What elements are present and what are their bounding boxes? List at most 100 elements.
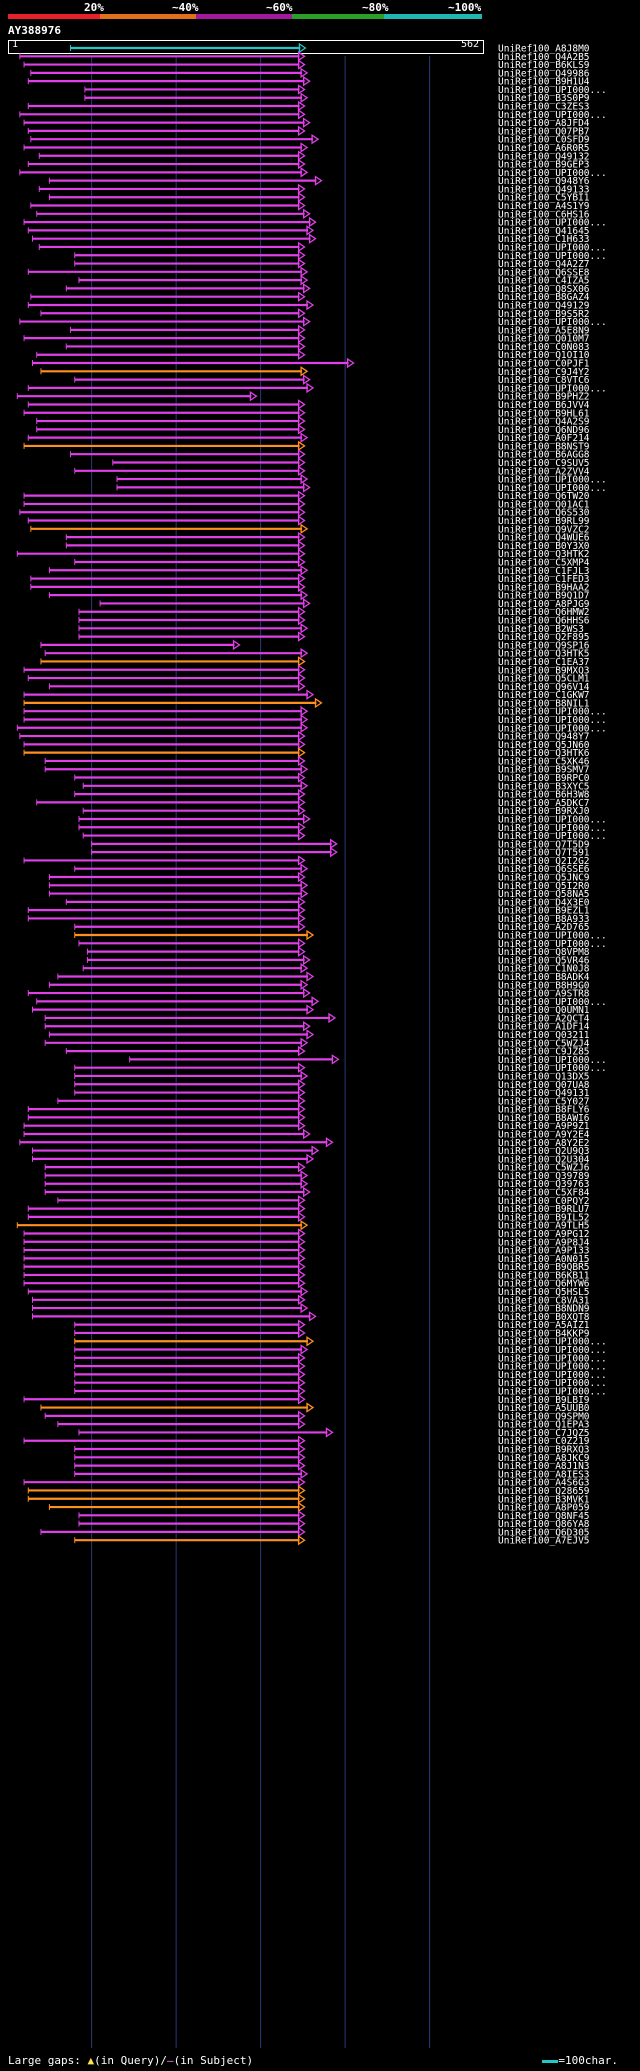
hit-row[interactable]: UniRef100_Q010M7 [23,332,590,345]
hit-row[interactable]: UniRef100_A9P8J4 [23,1236,590,1248]
hit-id-link[interactable]: UniRef100_B6KB11 [498,1270,590,1281]
hit-id-link[interactable]: UniRef100_C5XK46 [498,756,590,767]
hit-row[interactable]: UniRef100_C9JZ85 [65,1045,590,1058]
hit-id-link[interactable]: UniRef100_UPI000... [498,251,607,262]
hit-id-link[interactable]: UniRef100_Q010M7 [498,334,590,345]
hit-row[interactable]: UniRef100_B9QBR5 [23,1261,590,1273]
hit-id-link[interactable]: UniRef100_A9P8J4 [498,1237,590,1248]
hit-id-link[interactable]: UniRef100_Q3HTK6 [498,748,590,759]
hit-row[interactable]: UniRef100_Q2F895 [78,631,590,643]
hit-id-link[interactable]: UniRef100_Q39789 [498,1171,590,1182]
hit-id-link[interactable]: UniRef100_Q5I2R0 [498,881,590,892]
hit-row[interactable]: UniRef100_C8VTC6 [74,374,590,386]
hit-row[interactable]: UniRef100_B6KLS9 [23,59,590,71]
hit-row[interactable]: UniRef100_A4S6G3 [23,1476,590,1489]
hit-id-link[interactable]: UniRef100_Q4A2Z7 [498,259,590,270]
hit-id-link[interactable]: UniRef100_Q49132 [498,151,590,162]
hit-row[interactable]: UniRef100_B9MXQ3 [23,664,590,676]
hit-row[interactable]: UniRef100_C0PQY2 [57,1195,590,1207]
hit-id-link[interactable]: UniRef100_B8NDN9 [498,1304,590,1315]
hit-id-link[interactable]: UniRef100_Q7T5D9 [498,839,590,850]
hit-row[interactable]: UniRef100_Q2I2G2 [23,855,590,867]
hit-row[interactable]: UniRef100_B3XYC5 [82,780,590,792]
hit-id-link[interactable]: UniRef100_Q07UA8 [498,1080,590,1091]
hit-row[interactable]: UniRef100_Q4A2S9 [36,415,590,428]
hit-row[interactable]: UniRef100_C5Y027 [57,1095,590,1107]
hit-row[interactable]: UniRef100_B9EZL1 [27,904,590,917]
hit-id-link[interactable]: UniRef100_UPI000... [498,242,607,253]
hit-id-link[interactable]: UniRef100_C5YBI1 [498,193,590,204]
hit-row[interactable]: UniRef100_Q49129 [27,299,590,311]
hit-id-link[interactable]: UniRef100_UPI000... [498,1370,607,1381]
hit-id-link[interactable]: UniRef100_B0Y3X0 [498,541,590,552]
hit-row[interactable]: UniRef100_Q8NF45 [78,1510,590,1522]
hit-row[interactable]: UniRef100_B9RPC0 [74,772,590,784]
hit-id-link[interactable]: UniRef100_A0F214 [498,433,590,444]
hit-row[interactable]: UniRef100_C1FJL3 [48,565,590,577]
hit-id-link[interactable]: UniRef100_C8VTC6 [498,375,590,386]
hit-id-link[interactable]: UniRef100_B6JVV4 [498,400,590,411]
hit-row[interactable]: UniRef100_C1H633 [32,233,590,245]
hit-row[interactable]: UniRef100_A5DKC7 [36,797,590,809]
hit-row[interactable]: UniRef100_Q948Y7 [19,730,590,743]
hit-id-link[interactable]: UniRef100_C9SUV5 [498,458,590,469]
hit-row[interactable]: UniRef100_B6JVV4 [27,399,590,411]
hit-row[interactable]: UniRef100_Q49986 [30,67,590,79]
hit-row[interactable]: UniRef100_Q6HMW2 [78,606,590,618]
hit-id-link[interactable]: UniRef100_A5E8N9 [498,325,590,336]
hit-id-link[interactable]: UniRef100_A9P9Z1 [498,1121,590,1132]
hit-id-link[interactable]: UniRef100_B8H9G0 [498,980,590,991]
hit-id-link[interactable]: UniRef100_C5XMP4 [498,557,590,568]
hit-row[interactable]: UniRef100_Q2U9Q3 [32,1145,590,1157]
hit-id-link[interactable]: UniRef100_B3S0P9 [498,93,590,104]
hit-row[interactable]: UniRef100_Q6S530 [19,507,590,519]
hit-row[interactable]: UniRef100_A9P133 [23,1244,590,1257]
hit-row[interactable]: UniRef100_UPI000... [78,938,607,950]
hit-id-link[interactable]: UniRef100_Q5HSL5 [498,1287,590,1298]
hit-id-link[interactable]: UniRef100_Q4A2S9 [498,417,590,428]
hit-row[interactable]: UniRef100_Q5JNC9 [48,871,590,884]
hit-id-link[interactable]: UniRef100_A2QCT4 [498,1013,590,1024]
hit-row[interactable]: UniRef100_Q9SP16 [40,639,590,651]
hit-id-link[interactable]: UniRef100_Q2I2G2 [498,856,590,867]
hit-id-link[interactable]: UniRef100_Q1EPA3 [498,1420,590,1431]
hit-id-link[interactable]: UniRef100_Q3HTK5 [498,649,590,660]
hit-row[interactable]: UniRef100_B8AWI6 [27,1112,590,1124]
hit-id-link[interactable]: UniRef100_UPI000... [498,475,607,486]
hit-id-link[interactable]: UniRef100_B8NST9 [498,441,590,452]
hit-id-link[interactable]: UniRef100_B3XYC5 [498,781,590,792]
hit-row[interactable]: UniRef100_C3ZES3 [27,100,590,113]
hit-id-link[interactable]: UniRef100_Q8SX06 [498,284,590,295]
hit-id-link[interactable]: UniRef100_Q6S530 [498,508,590,519]
hit-id-link[interactable]: UniRef100_UPI000... [498,715,607,726]
hit-id-link[interactable]: UniRef100_Q6HMW2 [498,607,590,618]
hit-row[interactable]: UniRef100_B9S5R2 [40,308,590,320]
hit-id-link[interactable]: UniRef100_UPI000... [498,1337,607,1348]
hit-id-link[interactable]: UniRef100_B8A933 [498,914,590,925]
hit-row[interactable]: UniRef100_Q49131 [74,1087,590,1099]
hit-id-link[interactable]: UniRef100_A6R0R5 [498,143,590,154]
hit-row[interactable]: UniRef100_Q01AC1 [23,498,590,510]
hit-id-link[interactable]: UniRef100_UPI000... [498,931,607,942]
hit-id-link[interactable]: UniRef100_B8NIL1 [498,698,590,709]
hit-id-link[interactable]: UniRef100_B9RXQ3 [498,1445,590,1456]
hit-id-link[interactable]: UniRef100_UPI000... [498,1362,607,1373]
hit-id-link[interactable]: UniRef100_A5UUB0 [498,1403,590,1414]
hit-row[interactable]: UniRef100_Q58NA5 [48,888,590,900]
hit-row[interactable]: UniRef100_A9TLH5 [16,1219,590,1232]
hit-row[interactable]: UniRef100_A8J8M0 [70,42,590,55]
hit-id-link[interactable]: UniRef100_UPI000... [498,707,607,718]
hit-row[interactable]: UniRef100_Q07PB7 [27,125,590,137]
hit-id-link[interactable]: UniRef100_Q58NA5 [498,889,590,900]
hit-id-link[interactable]: UniRef100_B2WS3 [498,624,584,635]
hit-row[interactable]: UniRef100_Q6SSE6 [74,863,590,875]
hit-row[interactable]: UniRef100_A2ZVV4 [74,465,590,477]
hit-row[interactable]: UniRef100_UPI000... [116,473,607,486]
hit-row[interactable]: UniRef100_B3MVK1 [27,1493,590,1505]
hit-row[interactable]: UniRef100_UPI000... [74,1352,607,1364]
hit-id-link[interactable]: UniRef100_B6AGG8 [498,450,590,461]
hit-id-link[interactable]: UniRef100_C1FED3 [498,574,590,585]
hit-row[interactable]: UniRef100_Q6D305 [40,1526,590,1538]
hit-id-link[interactable]: UniRef100_C5Y027 [498,1096,590,1107]
hit-row[interactable]: UniRef100_B9SMV7 [44,764,590,776]
